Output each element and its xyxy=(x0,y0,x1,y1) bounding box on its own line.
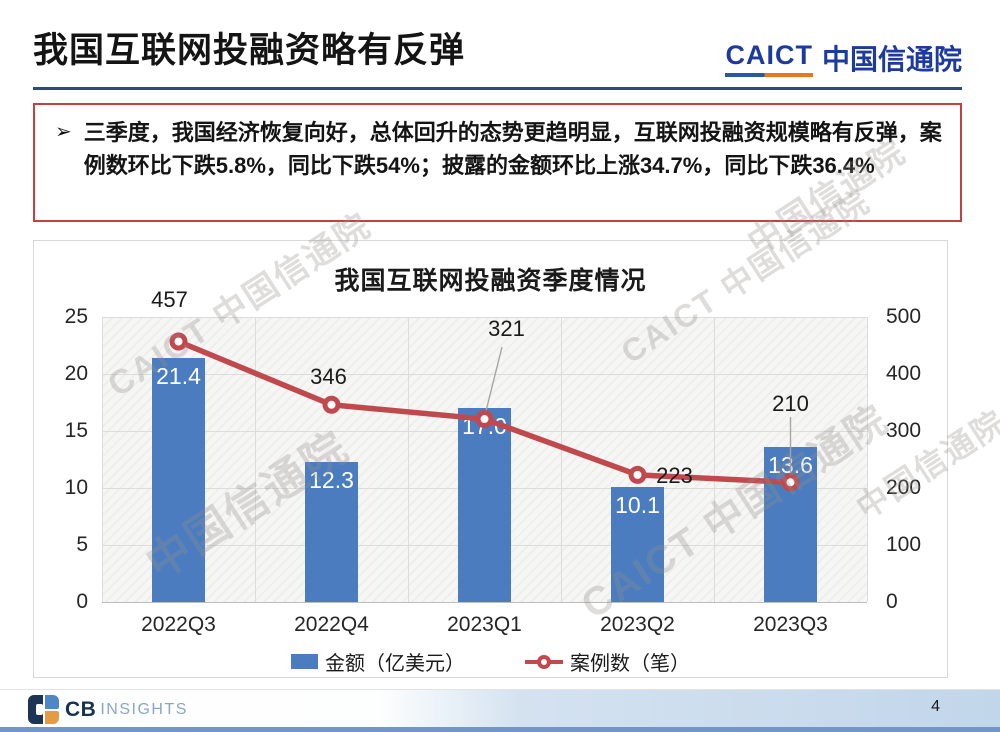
cb-insights-text-cb: CB xyxy=(65,697,97,721)
line-marker xyxy=(781,473,800,492)
x-axis-label: 2023Q2 xyxy=(600,613,675,636)
line-marker xyxy=(322,395,341,414)
title-divider xyxy=(33,87,962,90)
gridline xyxy=(561,317,562,602)
gridline xyxy=(408,317,409,602)
line-value-label: 223 xyxy=(656,462,693,488)
legend-label-amount: 金额（亿美元） xyxy=(325,653,465,675)
gridline xyxy=(255,317,256,602)
x-axis-label: 2023Q3 xyxy=(753,613,828,636)
left-axis-tick: 0 xyxy=(76,590,88,613)
page-title: 我国互联网投融资略有反弹 xyxy=(33,31,466,70)
x-axis-label: 2023Q1 xyxy=(447,613,522,636)
right-axis-tick: 500 xyxy=(886,305,922,328)
gridline xyxy=(714,317,715,602)
x-axis-label: 2022Q3 xyxy=(141,613,216,636)
chart-legend: 金额（亿美元） 案例数（笔） xyxy=(34,647,947,676)
legend-item-amount: 金额（亿美元） xyxy=(291,647,465,676)
x-axis-label: 2022Q4 xyxy=(294,613,369,636)
right-axis-tick: 100 xyxy=(886,533,922,556)
line-value-label: 321 xyxy=(488,316,525,342)
line-value-label: 210 xyxy=(772,391,809,417)
footer-bar: CB INSIGHTS 4 xyxy=(0,689,1000,732)
bar xyxy=(611,486,664,602)
bar xyxy=(152,358,205,602)
bar-value-label: 12.3 xyxy=(309,466,354,493)
caict-logo: CAICT 中国信通院 xyxy=(725,38,962,78)
cb-insights-icon xyxy=(28,695,59,724)
line-marker xyxy=(169,332,188,351)
line-swatch-icon xyxy=(525,654,563,670)
legend-item-cases: 案例数（笔） xyxy=(525,647,690,676)
line-value-label: 457 xyxy=(151,286,188,312)
left-axis-tick: 15 xyxy=(64,419,88,442)
left-axis-tick: 5 xyxy=(76,533,88,556)
summary-text-box: ➢ 三季度，我国经济恢复向好，总体回升的态势更趋明显，互联网投融资规模略有反弹，… xyxy=(33,103,962,222)
legend-label-cases: 案例数（笔） xyxy=(570,653,690,675)
left-axis-tick: 10 xyxy=(64,476,88,499)
summary-text: 三季度，我国经济恢复向好，总体回升的态势更趋明显，互联网投融资规模略有反弹，案例… xyxy=(83,120,942,178)
cb-insights-text-ins: INSIGHTS xyxy=(100,700,188,718)
bar xyxy=(458,408,511,602)
left-axis-tick: 25 xyxy=(64,305,88,328)
gridline xyxy=(102,374,867,375)
line-marker xyxy=(628,465,647,484)
bar-swatch-icon xyxy=(291,654,318,669)
x-axis-line xyxy=(102,602,867,603)
page-number: 4 xyxy=(931,698,940,715)
right-axis-tick: 200 xyxy=(886,476,922,499)
gridline xyxy=(102,317,103,602)
bar-value-label: 10.1 xyxy=(615,491,660,518)
right-axis-tick: 300 xyxy=(886,419,922,442)
gridline xyxy=(102,317,867,318)
gridline xyxy=(867,317,868,602)
caict-logo-cn: 中国信通院 xyxy=(821,44,962,75)
bar xyxy=(305,461,358,602)
chart-title: 我国互联网投融资季度情况 xyxy=(334,267,647,295)
left-axis-tick: 20 xyxy=(64,362,88,385)
right-axis-tick: 0 xyxy=(886,590,898,613)
line-series xyxy=(169,332,800,492)
bar-value-label: 21.4 xyxy=(156,363,201,390)
label-leader-line xyxy=(485,346,503,412)
cb-insights-logo: CB INSIGHTS xyxy=(28,695,188,724)
line-marker xyxy=(475,410,494,429)
arrow-bullet-icon: ➢ xyxy=(55,121,72,143)
right-axis-tick: 400 xyxy=(886,362,922,385)
chart: 我国互联网投融资季度情况 金额（亿美元） 案例数（笔） 25 500 20 400 15… xyxy=(33,240,948,678)
line-value-label: 346 xyxy=(310,363,347,389)
caict-logo-en: CAICT xyxy=(725,39,813,77)
